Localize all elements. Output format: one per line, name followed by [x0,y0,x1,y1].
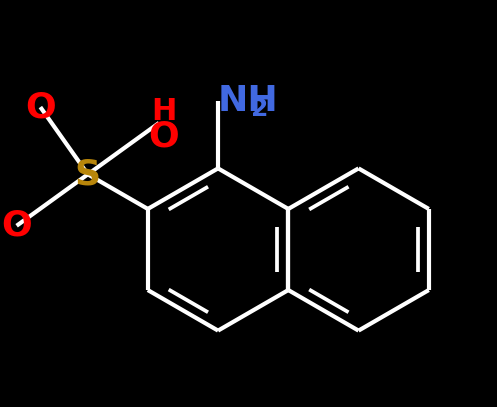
Text: H: H [151,96,177,125]
Text: O: O [149,120,179,154]
Text: O: O [1,209,32,243]
Text: 2: 2 [251,97,268,121]
Text: NH: NH [218,84,279,118]
Text: O: O [25,90,56,124]
Text: S: S [75,158,101,191]
